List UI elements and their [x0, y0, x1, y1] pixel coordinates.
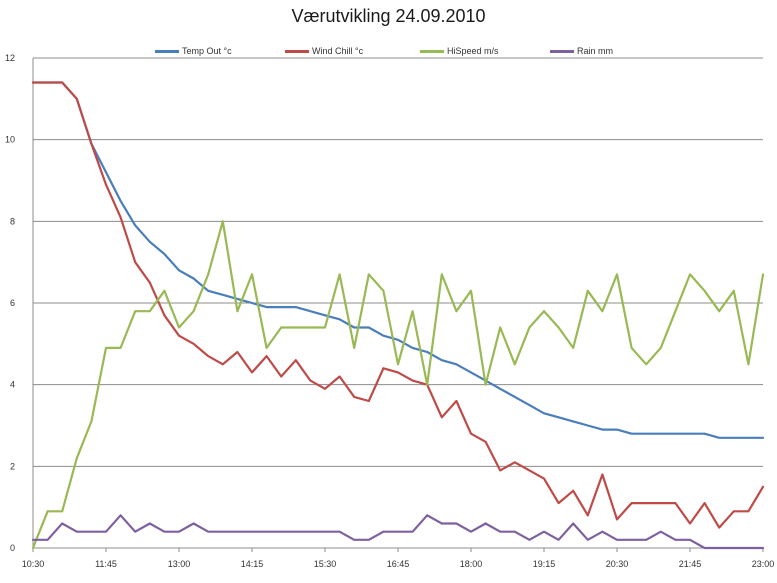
y-tick-label: 12: [5, 53, 15, 63]
x-tick-label: 16:45: [387, 559, 410, 569]
x-tick-label: 15:30: [314, 559, 337, 569]
y-tick-label: 4: [10, 380, 15, 390]
x-tick-label: 23:00: [752, 559, 775, 569]
legend-label: Temp Out °c: [182, 46, 232, 56]
legend-label: Wind Chill °c: [312, 46, 364, 56]
chart-legend: Temp Out °c Wind Chill °c HiSpeed m/s Rain …: [0, 46, 777, 60]
x-tick-label: 13:00: [168, 559, 191, 569]
y-tick-label: 10: [5, 135, 15, 145]
chart-title: Værutvikling 24.09.2010: [291, 6, 486, 26]
x-tick-label: 19:15: [533, 559, 556, 569]
x-tick-label: 20:30: [606, 559, 629, 569]
legend-swatch: [550, 49, 574, 53]
y-tick-label: 6: [10, 298, 15, 308]
series-line-rain-mm: [31, 514, 765, 550]
x-tick-label: 11:45: [95, 559, 117, 569]
x-tick-label: 10:30: [22, 559, 45, 569]
legend-swatch: [420, 49, 444, 53]
legend-item: Temp Out °c: [155, 46, 232, 56]
legend-item: HiSpeed m/s: [420, 46, 499, 56]
x-tick-label: 14:15: [241, 559, 264, 569]
x-tick-label: 18:00: [460, 559, 483, 569]
series-line-hispeed-m-s: [31, 220, 765, 550]
x-tick-label: 21:45: [679, 559, 702, 569]
legend-label: Rain mm: [577, 46, 614, 56]
series-line-wind-chill-c: [31, 81, 765, 529]
y-tick-label: 2: [10, 461, 15, 471]
legend-item: Rain mm: [550, 46, 613, 56]
y-tick-label: 8: [10, 216, 15, 226]
y-tick-label: 0: [10, 543, 15, 553]
series-line-temp-out-c: [31, 81, 765, 439]
legend-swatch: [155, 49, 179, 53]
legend-item: Wind Chill °c: [285, 46, 363, 56]
legend-label: HiSpeed m/s: [447, 46, 499, 56]
legend-swatch: [285, 49, 309, 53]
